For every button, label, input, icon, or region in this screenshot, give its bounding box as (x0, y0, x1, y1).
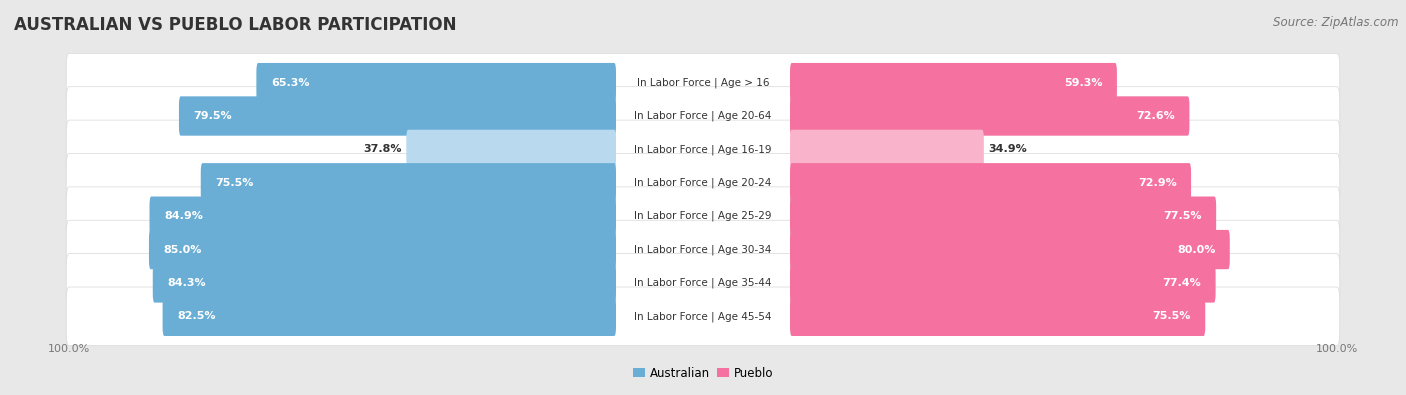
Text: 34.9%: 34.9% (988, 145, 1028, 154)
FancyBboxPatch shape (149, 230, 616, 269)
Text: 82.5%: 82.5% (177, 311, 215, 321)
FancyBboxPatch shape (66, 187, 1340, 245)
FancyBboxPatch shape (790, 163, 1191, 203)
Text: In Labor Force | Age 30-34: In Labor Force | Age 30-34 (634, 244, 772, 255)
FancyBboxPatch shape (66, 287, 1340, 346)
Text: In Labor Force | Age 35-44: In Labor Force | Age 35-44 (634, 278, 772, 288)
Text: In Labor Force | Age 16-19: In Labor Force | Age 16-19 (634, 144, 772, 155)
FancyBboxPatch shape (256, 63, 616, 102)
Text: 85.0%: 85.0% (163, 245, 202, 254)
Text: In Labor Force | Age 20-24: In Labor Force | Age 20-24 (634, 177, 772, 188)
Legend: Australian, Pueblo: Australian, Pueblo (628, 362, 778, 384)
FancyBboxPatch shape (790, 230, 1230, 269)
Text: 77.5%: 77.5% (1163, 211, 1202, 221)
Text: In Labor Force | Age > 16: In Labor Force | Age > 16 (637, 77, 769, 88)
FancyBboxPatch shape (66, 53, 1340, 112)
Text: 37.8%: 37.8% (363, 145, 402, 154)
FancyBboxPatch shape (66, 154, 1340, 212)
Text: 77.4%: 77.4% (1163, 278, 1201, 288)
FancyBboxPatch shape (790, 263, 1216, 303)
Text: 84.3%: 84.3% (167, 278, 205, 288)
Text: 79.5%: 79.5% (194, 111, 232, 121)
Text: AUSTRALIAN VS PUEBLO LABOR PARTICIPATION: AUSTRALIAN VS PUEBLO LABOR PARTICIPATION (14, 16, 457, 34)
Text: 75.5%: 75.5% (215, 178, 253, 188)
Text: 84.9%: 84.9% (165, 211, 202, 221)
FancyBboxPatch shape (790, 130, 984, 169)
FancyBboxPatch shape (406, 130, 616, 169)
FancyBboxPatch shape (66, 120, 1340, 179)
FancyBboxPatch shape (149, 196, 616, 236)
Text: In Labor Force | Age 25-29: In Labor Force | Age 25-29 (634, 211, 772, 222)
FancyBboxPatch shape (163, 297, 616, 336)
Text: 72.9%: 72.9% (1137, 178, 1177, 188)
Text: 80.0%: 80.0% (1177, 245, 1215, 254)
FancyBboxPatch shape (66, 254, 1340, 312)
FancyBboxPatch shape (201, 163, 616, 203)
FancyBboxPatch shape (179, 96, 616, 135)
FancyBboxPatch shape (790, 297, 1205, 336)
FancyBboxPatch shape (790, 96, 1189, 135)
FancyBboxPatch shape (790, 196, 1216, 236)
Text: 75.5%: 75.5% (1153, 311, 1191, 321)
FancyBboxPatch shape (66, 220, 1340, 279)
Text: In Labor Force | Age 20-64: In Labor Force | Age 20-64 (634, 111, 772, 121)
Text: 72.6%: 72.6% (1136, 111, 1175, 121)
FancyBboxPatch shape (790, 63, 1116, 102)
Text: 59.3%: 59.3% (1064, 78, 1102, 88)
Text: In Labor Force | Age 45-54: In Labor Force | Age 45-54 (634, 311, 772, 322)
FancyBboxPatch shape (66, 87, 1340, 145)
FancyBboxPatch shape (153, 263, 616, 303)
Text: Source: ZipAtlas.com: Source: ZipAtlas.com (1274, 16, 1399, 29)
Text: 65.3%: 65.3% (271, 78, 309, 88)
